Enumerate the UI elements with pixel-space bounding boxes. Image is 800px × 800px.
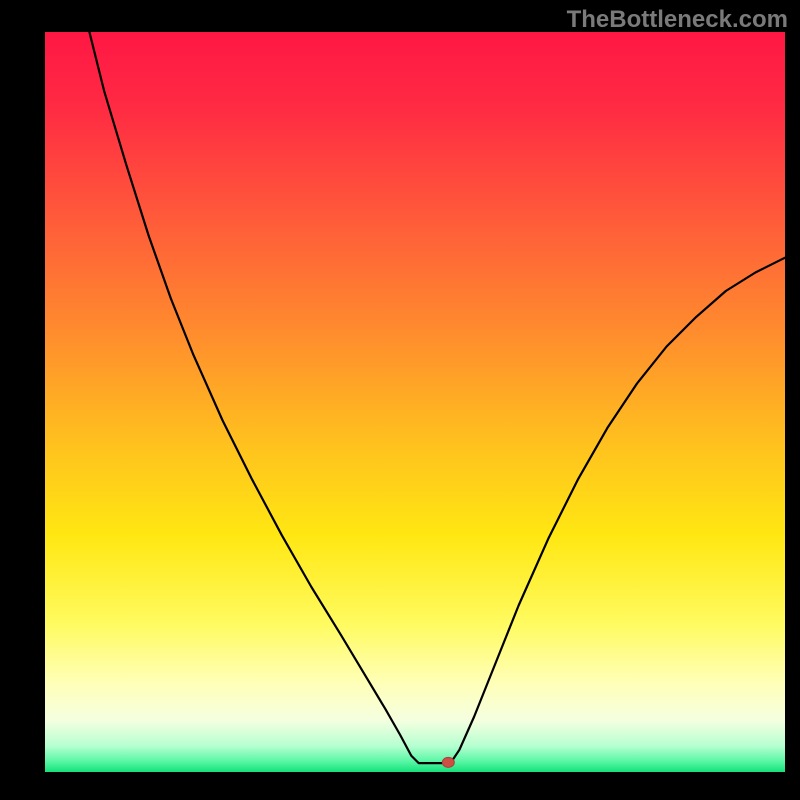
gradient-background	[45, 32, 785, 772]
watermark-text: TheBottleneck.com	[567, 6, 788, 34]
plot-area	[45, 32, 785, 772]
chart-svg	[45, 32, 785, 772]
optimum-marker	[442, 757, 454, 767]
